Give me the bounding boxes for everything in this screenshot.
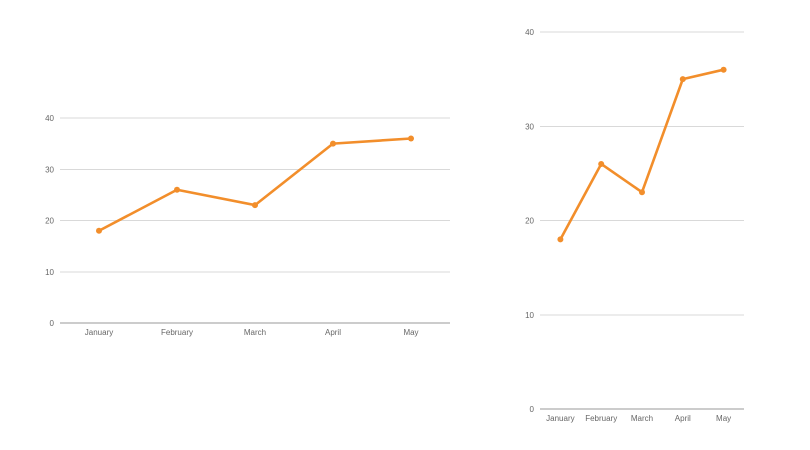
x-tick-label: March — [631, 414, 653, 423]
line-chart-left: 0 10 20 30 40 January February March April May — [45, 114, 450, 337]
y-tick-label: 30 — [45, 165, 54, 174]
y-tick-label: 0 — [50, 319, 55, 328]
x-tick-label: May — [716, 414, 731, 423]
y-tick-label: 40 — [525, 28, 534, 37]
series-line — [97, 137, 413, 233]
x-tick-label: February — [585, 414, 617, 423]
line-chart-right: 0 10 20 30 40 January February March April May — [525, 28, 744, 423]
series-line — [559, 68, 725, 241]
x-tick-label: January — [546, 414, 574, 423]
x-tick-label: February — [161, 328, 193, 337]
data-point — [96, 227, 102, 234]
y-tick-label: 40 — [45, 114, 54, 123]
data-point — [720, 66, 727, 73]
x-tick-label: March — [244, 328, 266, 337]
y-tick-label: 10 — [45, 268, 54, 277]
data-point — [174, 186, 180, 193]
data-point — [679, 76, 686, 83]
data-point — [639, 189, 645, 196]
y-tick-label: 30 — [525, 122, 534, 131]
y-tick-label: 20 — [525, 217, 534, 226]
data-point — [557, 236, 564, 243]
data-point — [408, 135, 414, 142]
x-tick-label: May — [403, 328, 418, 337]
y-tick-label: 20 — [45, 217, 54, 226]
y-tick-label: 0 — [530, 405, 535, 414]
x-tick-label: April — [325, 328, 341, 337]
data-point — [330, 140, 336, 147]
y-tick-label: 10 — [525, 311, 534, 320]
x-tick-label: April — [675, 414, 691, 423]
data-point — [252, 202, 258, 209]
x-tick-label: January — [85, 328, 113, 337]
data-point — [598, 160, 605, 167]
